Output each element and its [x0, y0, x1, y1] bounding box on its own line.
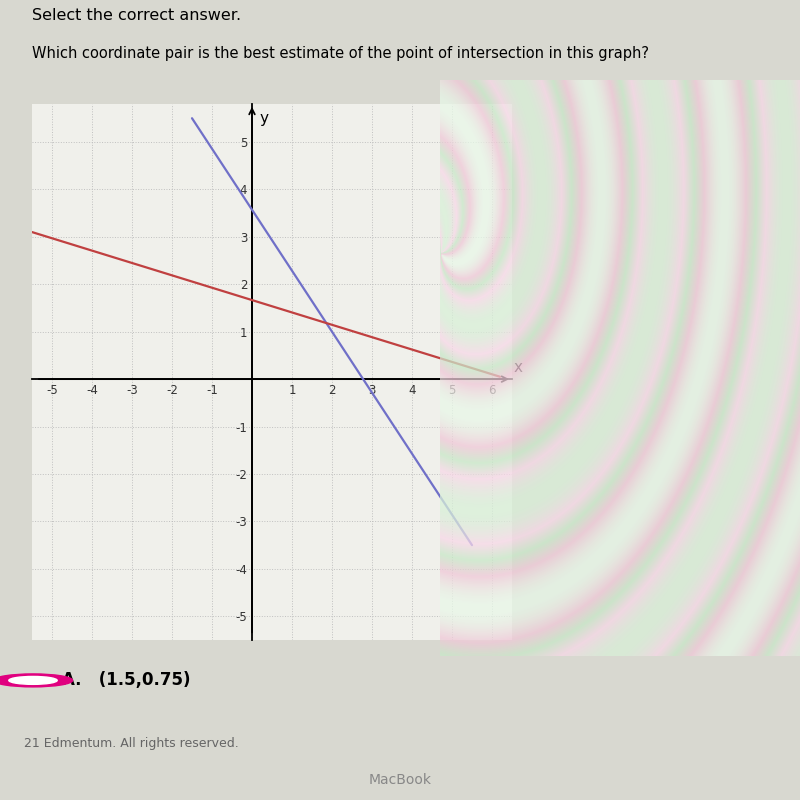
- Text: A.   (1.5,0.75): A. (1.5,0.75): [62, 671, 190, 690]
- Circle shape: [9, 677, 58, 684]
- Text: Which coordinate pair is the best estimate of the point of intersection in this : Which coordinate pair is the best estima…: [32, 46, 649, 61]
- Text: 21 Edmentum. All rights reserved.: 21 Edmentum. All rights reserved.: [24, 738, 238, 750]
- Text: x: x: [514, 360, 523, 374]
- Text: MacBook: MacBook: [369, 773, 431, 787]
- Text: y: y: [260, 111, 269, 126]
- Circle shape: [0, 674, 73, 687]
- Text: Select the correct answer.: Select the correct answer.: [32, 8, 241, 22]
